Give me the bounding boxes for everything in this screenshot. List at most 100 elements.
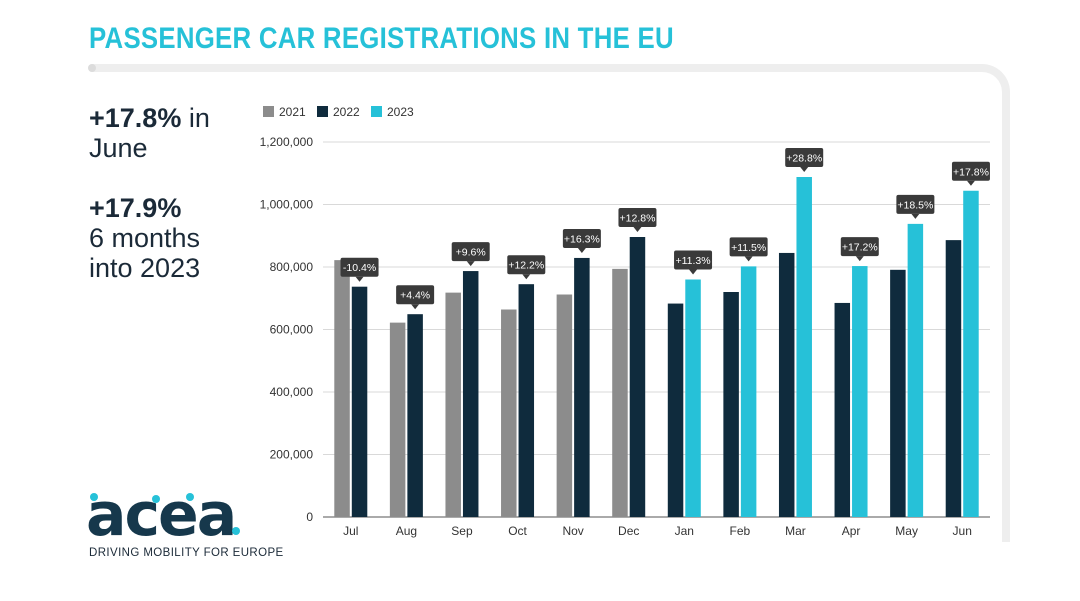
change-label: +17.2% (842, 242, 878, 254)
bar-aug-2022 (407, 314, 423, 517)
bar-sep-2021 (445, 292, 461, 517)
y-tick-label: 400,000 (270, 385, 314, 399)
bar-oct-2022 (518, 284, 535, 517)
bar-jul-2022 (351, 286, 368, 517)
change-bubble (951, 161, 990, 181)
logo-dot (90, 493, 98, 501)
change-bubble (507, 255, 546, 275)
kpi-june-suffix: in (181, 103, 210, 133)
bar-dec-2021 (612, 268, 628, 517)
change-bubble-pointer (855, 256, 864, 262)
change-bubble-pointer (800, 167, 809, 172)
bar-may-2023 (907, 223, 924, 517)
y-tick-label: 1,000,000 (260, 198, 314, 212)
change-label: +16.3% (564, 233, 600, 245)
bar-feb-2022 (723, 292, 739, 517)
logo-dot (152, 495, 160, 503)
kpi-six-months-value: +17.9% (89, 193, 182, 223)
change-label: +4.4% (400, 290, 430, 302)
bar-jan-2022 (667, 303, 684, 517)
kpi-june: +17.8% in June (89, 103, 210, 163)
x-tick-label: Aug (396, 524, 417, 538)
acea-logo-wordmark: acea (86, 487, 235, 543)
change-bubble-pointer (689, 269, 698, 275)
frame-dot (88, 64, 96, 72)
change-bubble (340, 257, 379, 277)
kpi-six-months: +17.9% 6 months into 2023 (89, 193, 200, 283)
y-tick-label: 0 (306, 510, 313, 524)
y-tick-label: 1,200,000 (260, 135, 314, 149)
bar-aug-2021 (389, 322, 406, 517)
y-tick-label: 200,000 (270, 448, 314, 462)
kpi-june-value: +17.8% (89, 103, 182, 133)
change-label: -10.4% (343, 262, 376, 274)
bar-jul-2021 (334, 260, 350, 517)
change-bubble (674, 250, 713, 270)
bar-nov-2022 (574, 257, 590, 517)
x-tick-label: Sep (451, 524, 473, 538)
change-bubble-pointer (577, 247, 586, 253)
x-tick-label: Nov (562, 524, 583, 538)
change-label: +12.2% (508, 260, 544, 272)
change-bubble-pointer (466, 261, 475, 267)
kpi-six-months-label-1: 6 months (89, 223, 201, 253)
logo-dot (232, 527, 240, 535)
x-tick-label: May (895, 524, 918, 538)
y-tick-label: 600,000 (270, 323, 314, 337)
y-tick-label: 800,000 (270, 260, 314, 274)
bar-may-2022 (890, 269, 906, 517)
bar-jan-2023 (685, 279, 701, 517)
x-tick-label: Jul (343, 524, 358, 538)
bar-apr-2023 (852, 266, 868, 517)
change-bubble (618, 208, 657, 227)
x-tick-label: Jun (953, 524, 972, 538)
change-label: +28.8% (786, 153, 822, 165)
change-bubble-pointer (911, 213, 920, 219)
change-bubble-pointer (966, 180, 975, 186)
kpi-june-label: June (89, 133, 148, 163)
bar-oct-2021 (501, 309, 517, 517)
change-bubble (451, 242, 490, 262)
change-bubble (562, 228, 601, 248)
page-title: PASSENGER CAR REGISTRATIONS IN THE EU (89, 22, 674, 55)
change-bubble-pointer (633, 227, 642, 232)
x-tick-label: Jan (675, 524, 694, 538)
change-bubble-pointer (744, 256, 753, 262)
legend-swatch-2023 (371, 106, 382, 117)
legend-swatch-2021 (263, 106, 274, 117)
change-label: +18.5% (897, 199, 933, 211)
x-tick-label: Apr (842, 524, 861, 538)
change-bubble (896, 194, 935, 214)
legend-label-2021: 2021 (279, 105, 306, 119)
bar-jun-2023 (963, 190, 979, 517)
x-tick-label: Oct (508, 524, 527, 538)
chart-frame (92, 64, 1010, 542)
bar-feb-2023 (740, 266, 757, 517)
change-bubble (729, 237, 768, 257)
legend-label-2022: 2022 (333, 105, 360, 119)
change-bubble (785, 148, 824, 167)
bar-jun-2022 (945, 240, 962, 517)
legend-swatch-2022 (317, 106, 328, 117)
logo-dot (186, 493, 194, 501)
bar-dec-2022 (629, 237, 646, 517)
x-tick-label: Feb (730, 524, 751, 538)
x-tick-label: Mar (785, 524, 806, 538)
change-bubble-pointer (522, 274, 531, 280)
change-label: +11.5% (731, 242, 766, 254)
change-bubble (840, 237, 879, 257)
change-bubble (396, 285, 435, 305)
legend-label-2023: 2023 (387, 105, 414, 119)
change-label: +12.8% (620, 213, 656, 225)
logo-tagline: DRIVING MOBILITY FOR EUROPE (89, 547, 284, 559)
acea-logo: acea (86, 487, 240, 543)
kpi-six-months-label-2: into 2023 (89, 253, 201, 283)
change-bubble-pointer (411, 304, 420, 310)
change-bubble-pointer (355, 276, 364, 282)
change-label: +11.3% (675, 255, 710, 267)
change-label: +9.6% (456, 247, 486, 259)
x-tick-label: Dec (618, 524, 639, 538)
bar-apr-2022 (834, 302, 851, 517)
bar-sep-2022 (462, 271, 479, 517)
